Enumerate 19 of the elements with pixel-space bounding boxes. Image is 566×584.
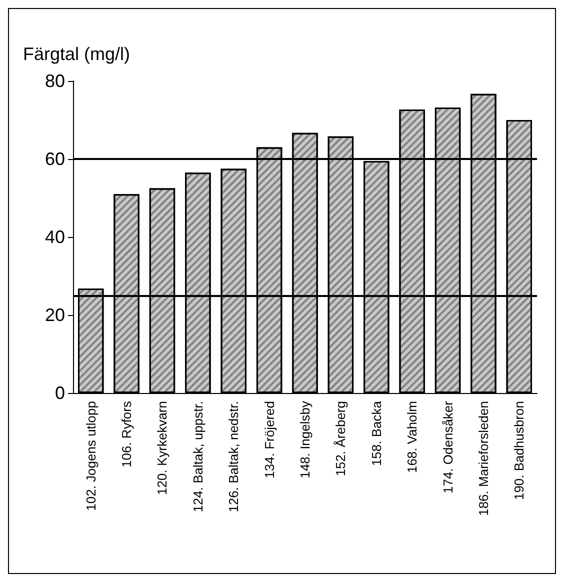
x-tick-label: 168. Vaholm [404,401,420,474]
y-tick-label: 80 [44,71,65,91]
x-tick-label: 120. Kyrkekvarn [154,401,170,495]
x-tick-label: 148. Ingelsby [298,400,312,478]
x-tick-label: 124. Baltak, uppstr. [190,401,206,512]
x-tick-label: 152. Åreberg [333,401,348,476]
x-tick-label: 158. Backa [368,400,384,466]
x-tick-label: 106. Ryfors [119,400,134,468]
y-axis-title: Färgtal (mg/l) [23,44,130,64]
x-tick-label: 102. Jogens utlopp [83,401,98,511]
y-tick-label: 60 [44,149,65,169]
x-tick-label: 186. Marieforsleden [476,401,491,516]
y-tick-label: 0 [54,383,65,403]
x-tick-label: 126. Baltak, nedstr. [226,401,242,512]
x-tick-label: 190. Badhusbron [512,401,527,500]
x-tick-label: 134. Fröjered [262,401,277,478]
x-tick-label: 174. Odensåker [440,400,456,494]
y-tick-label: 20 [44,305,65,325]
y-tick-label: 40 [44,227,65,247]
